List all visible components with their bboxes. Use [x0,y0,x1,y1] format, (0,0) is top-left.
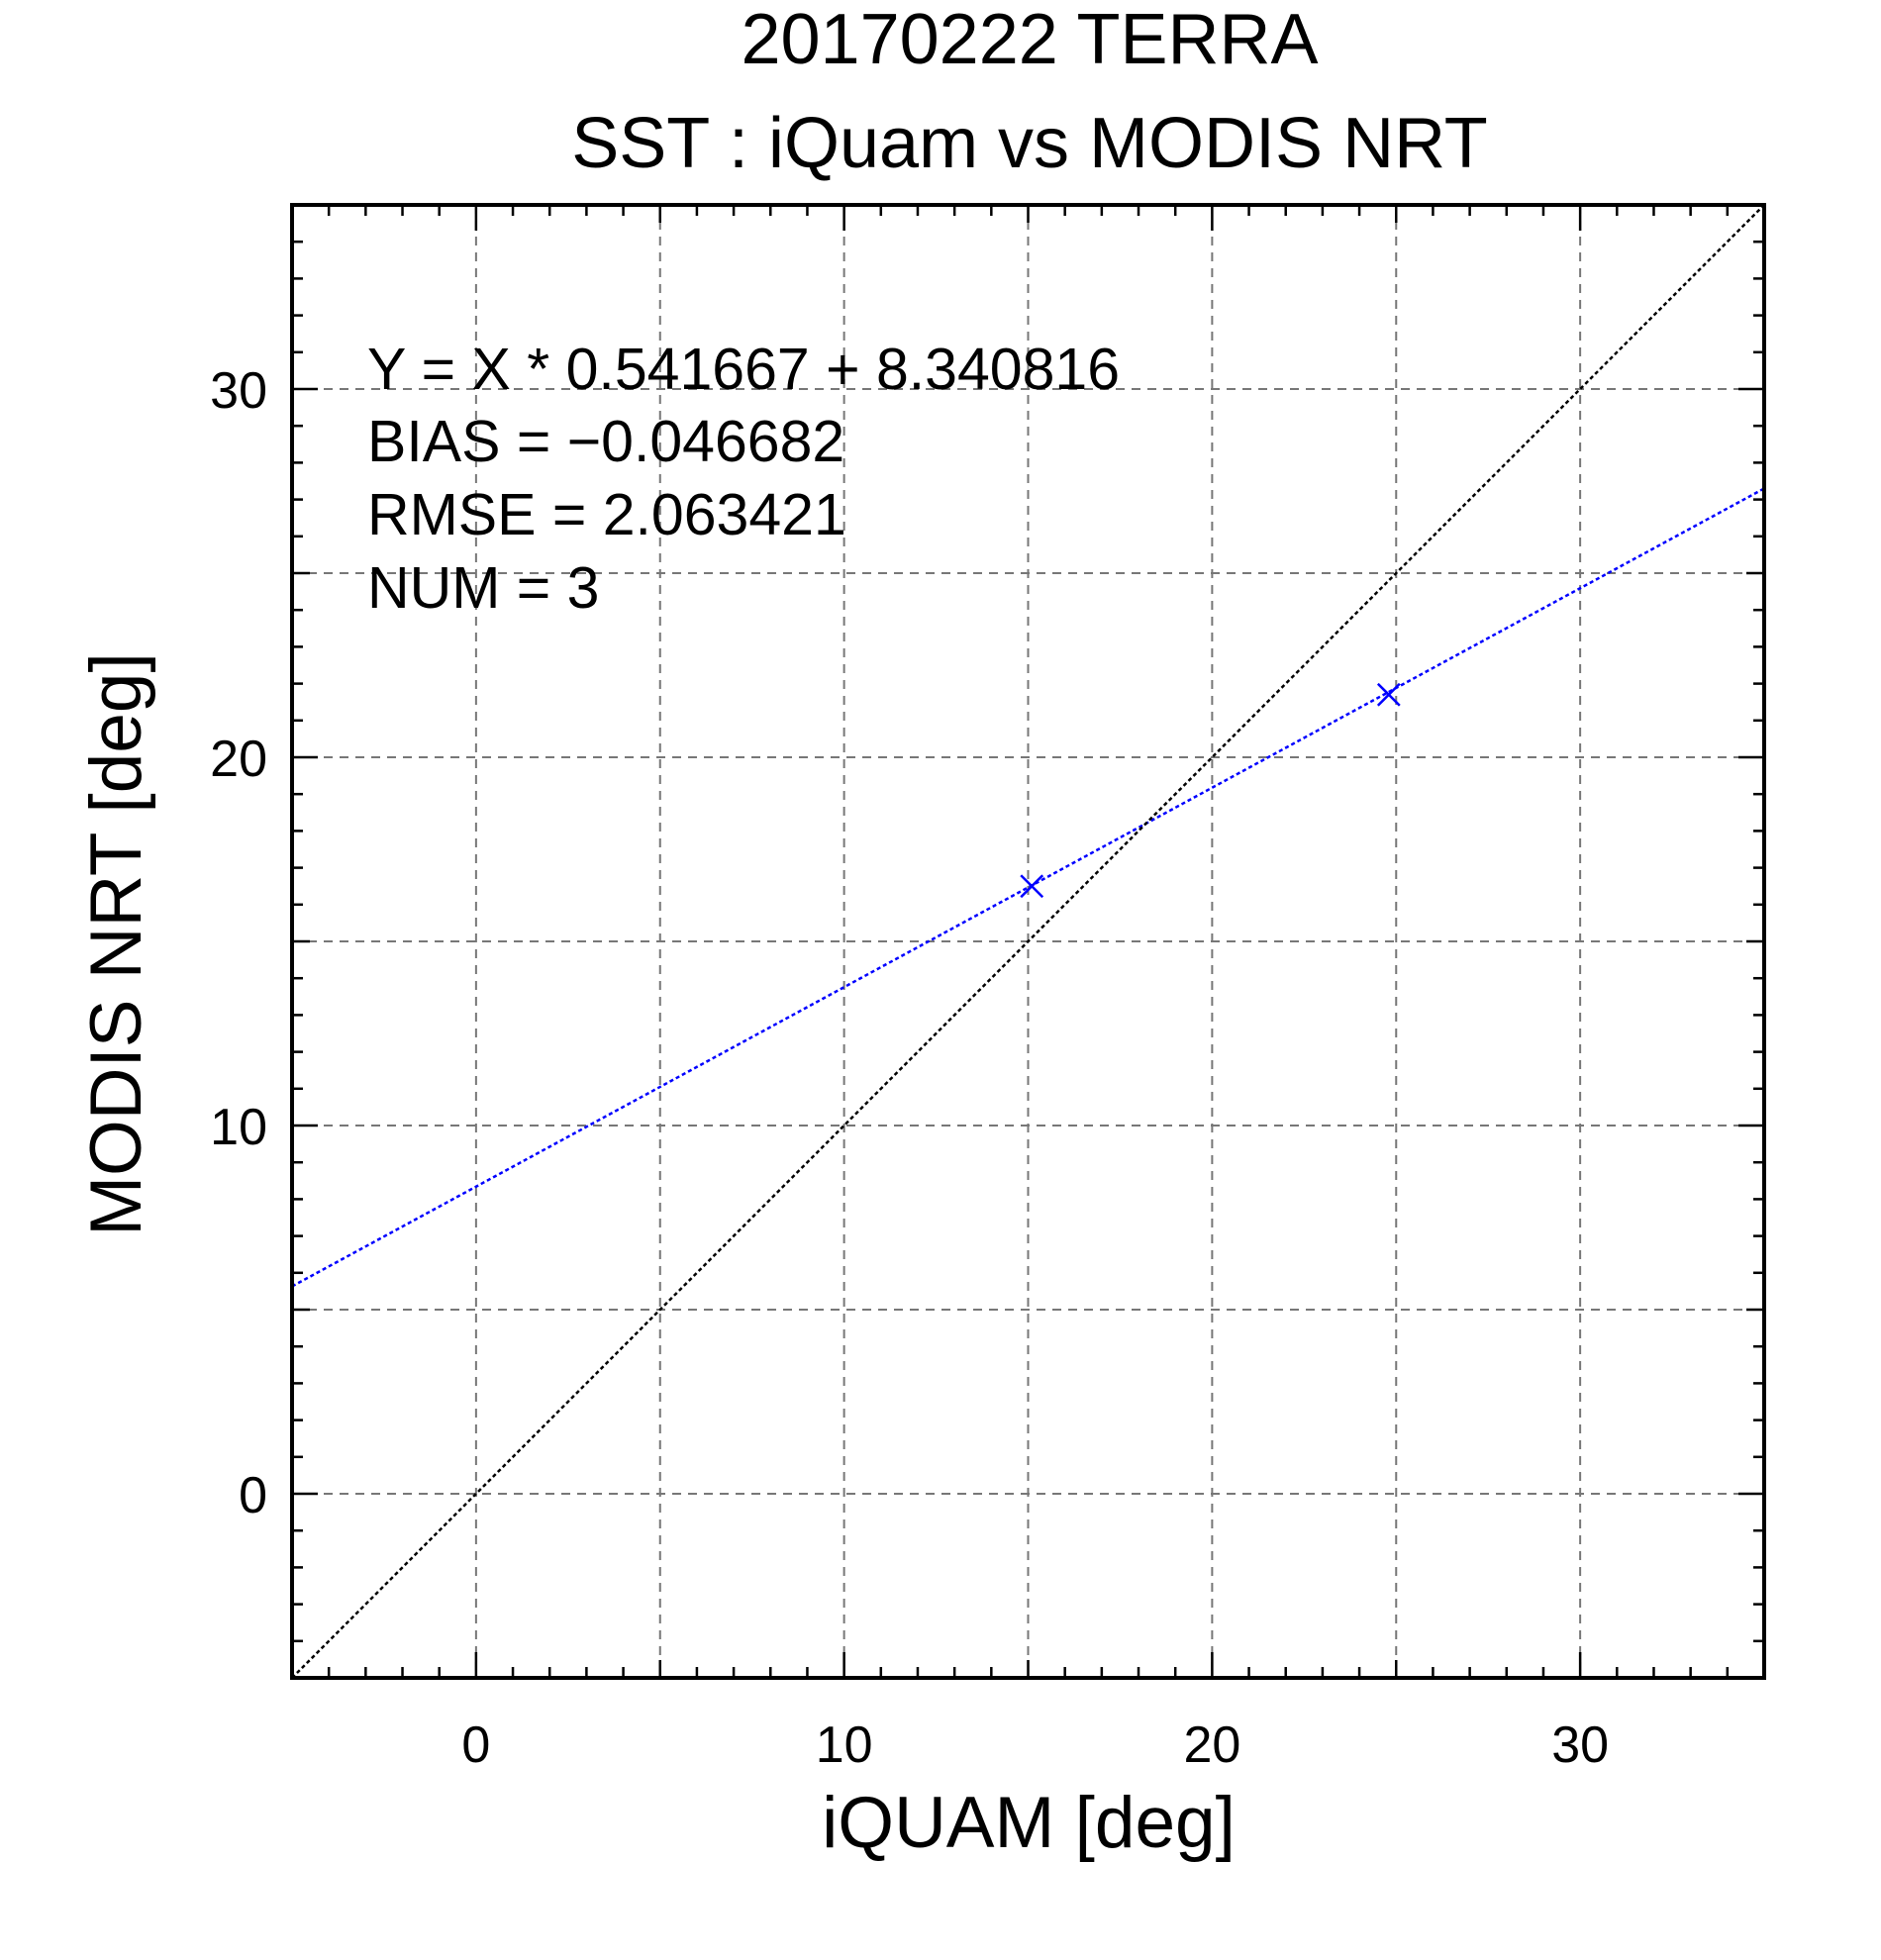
rmse-value: RMSE = 2.063421 [367,482,846,547]
data-point [1376,682,1401,707]
chart-title: 20170222 TERRA [741,0,1319,79]
bias-value: BIAS = −0.046682 [367,409,845,474]
y-tick-label: 10 [210,1099,267,1156]
regression-line [292,487,1764,1288]
y-tick-label: 0 [239,1467,267,1524]
y-axis-label: MODIS NRT [deg] [76,652,156,1236]
lines [292,205,1764,1678]
y-tick-label: 30 [210,362,267,420]
num-value: NUM = 3 [367,555,600,621]
x-tick-label: 30 [1551,1716,1609,1774]
chart-subtitle: SST : iQuam vs MODIS NRT [571,104,1488,183]
identity-line [292,205,1764,1678]
x-tick-label: 10 [816,1716,873,1774]
x-axis-label: iQUAM [deg] [822,1783,1236,1863]
marker-stroke [1020,874,1044,899]
points [1020,682,1401,899]
x-tick-label: 0 [461,1716,490,1774]
tick-labels: 0 10 20 30 0 10 20 30 [210,362,1609,1774]
marker-stroke [1376,682,1401,707]
data-point [1020,874,1044,899]
regression-equation: Y = X * 0.541667 + 8.340816 [367,337,1121,402]
y-tick-label: 20 [210,731,267,788]
x-tick-label: 20 [1183,1716,1240,1774]
plot-frame [290,203,1766,1680]
